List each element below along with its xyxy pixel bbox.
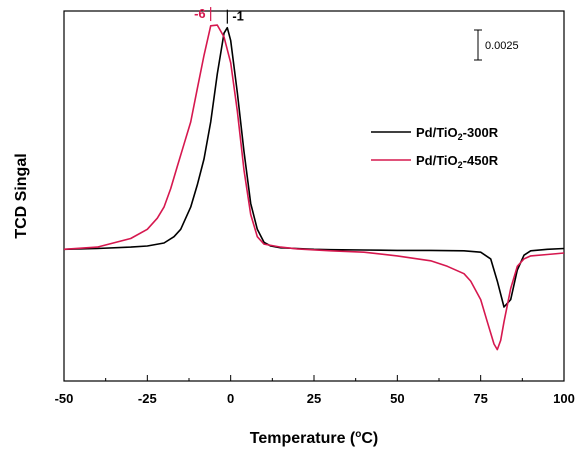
x-axis-ticks: -50 -25 0 25 50 75 100 — [55, 375, 575, 406]
x-tick-label: 100 — [553, 391, 575, 406]
x-tick-label: 0 — [227, 391, 234, 406]
x-tick-label: 75 — [473, 391, 487, 406]
legend: Pd/TiO2-300R Pd/TiO2-450R — [371, 125, 499, 170]
legend-label-300r: Pd/TiO2-300R — [416, 125, 499, 142]
series-line-1 — [63, 24, 565, 351]
series-line-0 — [63, 26, 565, 308]
scale-bar: 0.0025 — [474, 29, 519, 61]
scale-bar-label: 0.0025 — [485, 40, 519, 52]
series-layer — [63, 24, 565, 351]
x-tick-label: -50 — [55, 391, 74, 406]
legend-label-450r: Pd/TiO2-450R — [416, 153, 499, 170]
x-tick-label: 25 — [307, 391, 321, 406]
x-axis-title: Temperature (oC) — [250, 429, 379, 447]
x-tick-label: -25 — [138, 391, 157, 406]
peak-label-black: -1 — [232, 9, 244, 24]
y-axis-title: TCD Singal — [13, 153, 30, 238]
peak-annotations: -6 -1 — [194, 6, 244, 24]
x-tick-label: 50 — [390, 391, 404, 406]
peak-label-red: -6 — [194, 6, 206, 21]
